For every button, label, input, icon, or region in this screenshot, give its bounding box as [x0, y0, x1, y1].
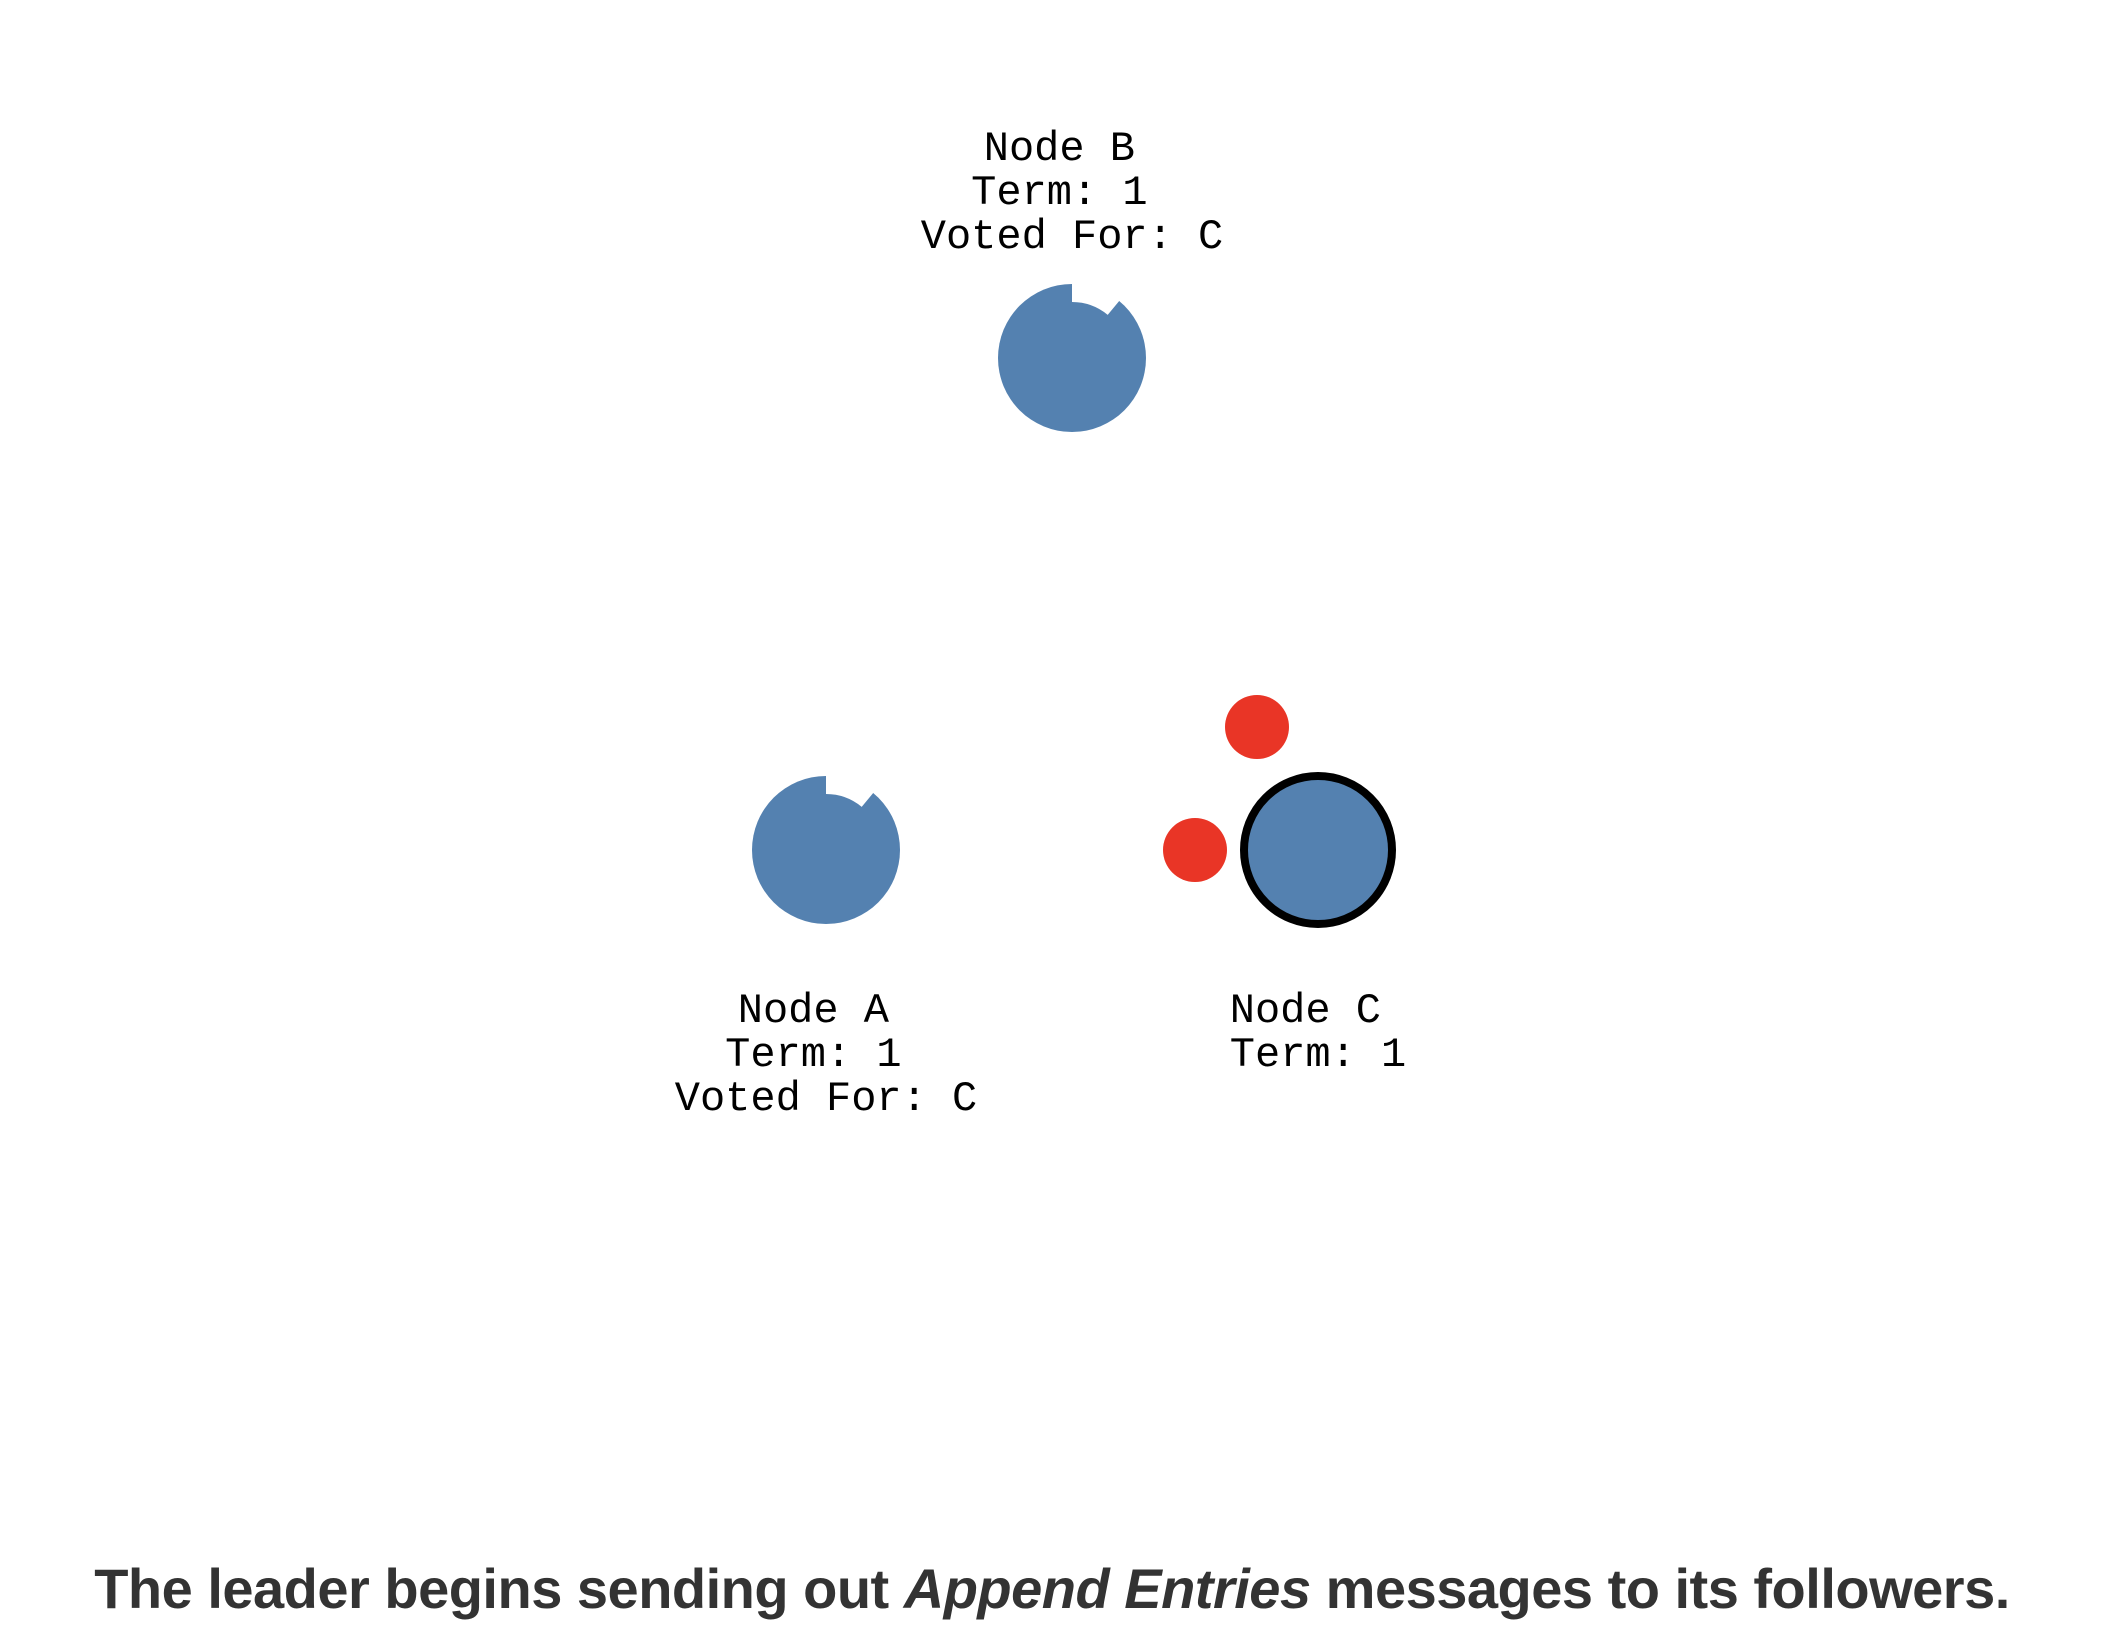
- node-a-label: Node A Term: 1 Voted For: C: [675, 987, 977, 1123]
- node-a-voted-for: Voted For: C: [675, 1075, 977, 1123]
- append-entries-message-to-a: [1163, 818, 1227, 882]
- node-a-name: Node A: [738, 987, 890, 1035]
- node-b-election-timeout-gap: [1072, 283, 1120, 315]
- node-c-label: Node C Term: 1: [1230, 987, 1406, 1079]
- node-b-label: Node B Term: 1 Voted For: C: [921, 125, 1223, 261]
- node-a-election-timeout-gap: [826, 775, 874, 807]
- node-a[interactable]: Node A Term: 1 Voted For: C: [675, 775, 977, 1123]
- caption-text-before: The leader begins sending out: [94, 1557, 904, 1620]
- node-c-leader-circle: [1240, 772, 1396, 928]
- node-a-term: Term: 1: [725, 1031, 901, 1079]
- node-a-circle: [752, 776, 900, 924]
- append-entries-message-to-b: [1225, 695, 1289, 759]
- node-b-circle: [998, 284, 1146, 432]
- node-c-name: Node C: [1230, 987, 1381, 1035]
- step-caption: The leader begins sending out Append Ent…: [0, 1556, 2104, 1621]
- node-b-voted-for: Voted For: C: [921, 213, 1223, 261]
- node-c[interactable]: Node C Term: 1: [1230, 772, 1406, 1079]
- caption-emphasis: Append Entries: [903, 1557, 1311, 1620]
- node-b-term: Term: 1: [971, 169, 1147, 217]
- node-b[interactable]: Node B Term: 1 Voted For: C: [921, 125, 1223, 432]
- node-b-name: Node B: [984, 125, 1135, 173]
- node-c-term: Term: 1: [1230, 1031, 1406, 1079]
- caption-text-after: messages to its followers.: [1310, 1557, 2011, 1620]
